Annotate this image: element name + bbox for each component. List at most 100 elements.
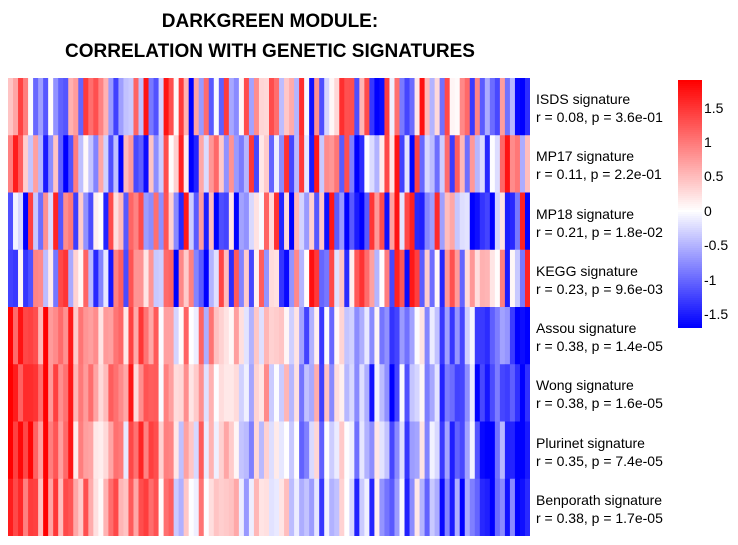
heatmap-cell [424,364,431,422]
legend-color-step [678,300,702,303]
heatmap-cell [519,249,526,308]
row-label-name: Assou signature [536,320,637,336]
legend-color-step [678,316,702,319]
legend-color-step [678,88,702,91]
heatmap-cell [73,192,79,251]
heatmap-cell [253,249,260,308]
legend-color-step [678,154,702,157]
heatmap-cell [464,249,471,308]
legend-color-step [678,176,702,179]
heatmap-cell [464,192,471,251]
heatmap-cell [479,478,486,536]
legend-color-step [678,208,702,211]
legend-color-step [678,112,702,115]
heatmap-cell [329,421,335,480]
heatmap-cell [289,421,295,480]
heatmap-cell [173,78,180,136]
heatmap-cell [459,421,466,480]
heatmap-cell [43,192,49,251]
heatmap-cell [243,307,250,365]
heatmap-cell [364,478,370,536]
heatmap-cell [48,364,54,422]
heatmap-cell [238,135,245,193]
heatmap-cell [143,249,149,308]
row-label-stat: r = 0.11, p = 2.2e-01 [536,166,662,183]
heatmap-cell [163,364,170,422]
heatmap-cell [409,249,415,308]
heatmap-cell [233,364,240,422]
row-label-stat: r = 0.38, p = 1.7e-05 [536,509,663,526]
legend-color-step [678,284,702,287]
heatmap-cell [33,364,39,422]
heatmap-cell [253,478,260,536]
heatmap-cell [203,192,210,251]
legend-color-step [678,212,702,215]
heatmap-cell [148,135,154,193]
legend-color-step [678,210,702,213]
legend-color-step [678,90,702,93]
heatmap-cell [429,364,436,422]
legend-color-step [678,116,702,119]
legend-color-step [678,280,702,283]
heatmap-cell [274,478,280,536]
legend-color-step [678,254,702,257]
heatmap-cell [98,249,104,308]
heatmap-cell [504,192,511,251]
heatmap-cell [178,364,185,422]
heatmap-cell [479,135,486,193]
heatmap-cell [158,421,164,480]
heatmap-cell [269,421,275,480]
legend-color-step [678,104,702,107]
heatmap-cell [394,249,400,308]
heatmap-cell [319,135,325,193]
legend-color-step [678,106,702,109]
heatmap-cell [18,478,24,536]
heatmap-cell [28,135,34,193]
heatmap-cell [314,249,320,308]
heatmap-cell [183,307,190,365]
heatmap-cell [284,249,290,308]
heatmap-cell [253,135,260,193]
legend-color-step [678,250,702,253]
heatmap-cell [158,307,164,365]
heatmap-cell [38,307,44,365]
heatmap-cell [93,135,99,193]
heatmap-cell [133,249,139,308]
heatmap-cell [258,364,265,422]
heatmap-cell [369,135,375,193]
heatmap-cell [8,421,14,480]
heatmap-cell [48,78,54,136]
heatmap-cell [138,478,144,536]
heatmap-cell [33,78,39,136]
legend-color-step [678,234,702,237]
legend-color-step [678,172,702,175]
heatmap-cell [374,249,380,308]
heatmap-cell [143,478,149,536]
heatmap-cell [78,307,84,365]
legend-color-step [678,324,702,327]
row-label: MP17 signature r = 0.11, p = 2.2e-01 [536,147,662,183]
heatmap-cell [73,78,79,136]
heatmap-cell [198,307,205,365]
legend-color-step [678,314,702,317]
heatmap-cell [78,135,84,193]
heatmap-cell [168,364,175,422]
legend-color-step [678,252,702,255]
heatmap-cell [344,78,350,136]
legend-color-step [678,148,702,151]
heatmap-cell [113,307,119,365]
heatmap-cell [279,307,285,365]
heatmap-cell [494,307,501,365]
heatmap-cell [289,192,295,251]
heatmap-cell [424,192,431,251]
heatmap-cell [208,78,215,136]
legend-color-step [678,96,702,99]
heatmap-cell [153,478,159,536]
heatmap-cell [23,478,29,536]
heatmap-cell [379,364,385,422]
heatmap-cell [289,364,295,422]
heatmap-cell [88,364,94,422]
heatmap-cell [484,478,491,536]
heatmap-cell [274,192,280,251]
heatmap-cell [334,249,340,308]
